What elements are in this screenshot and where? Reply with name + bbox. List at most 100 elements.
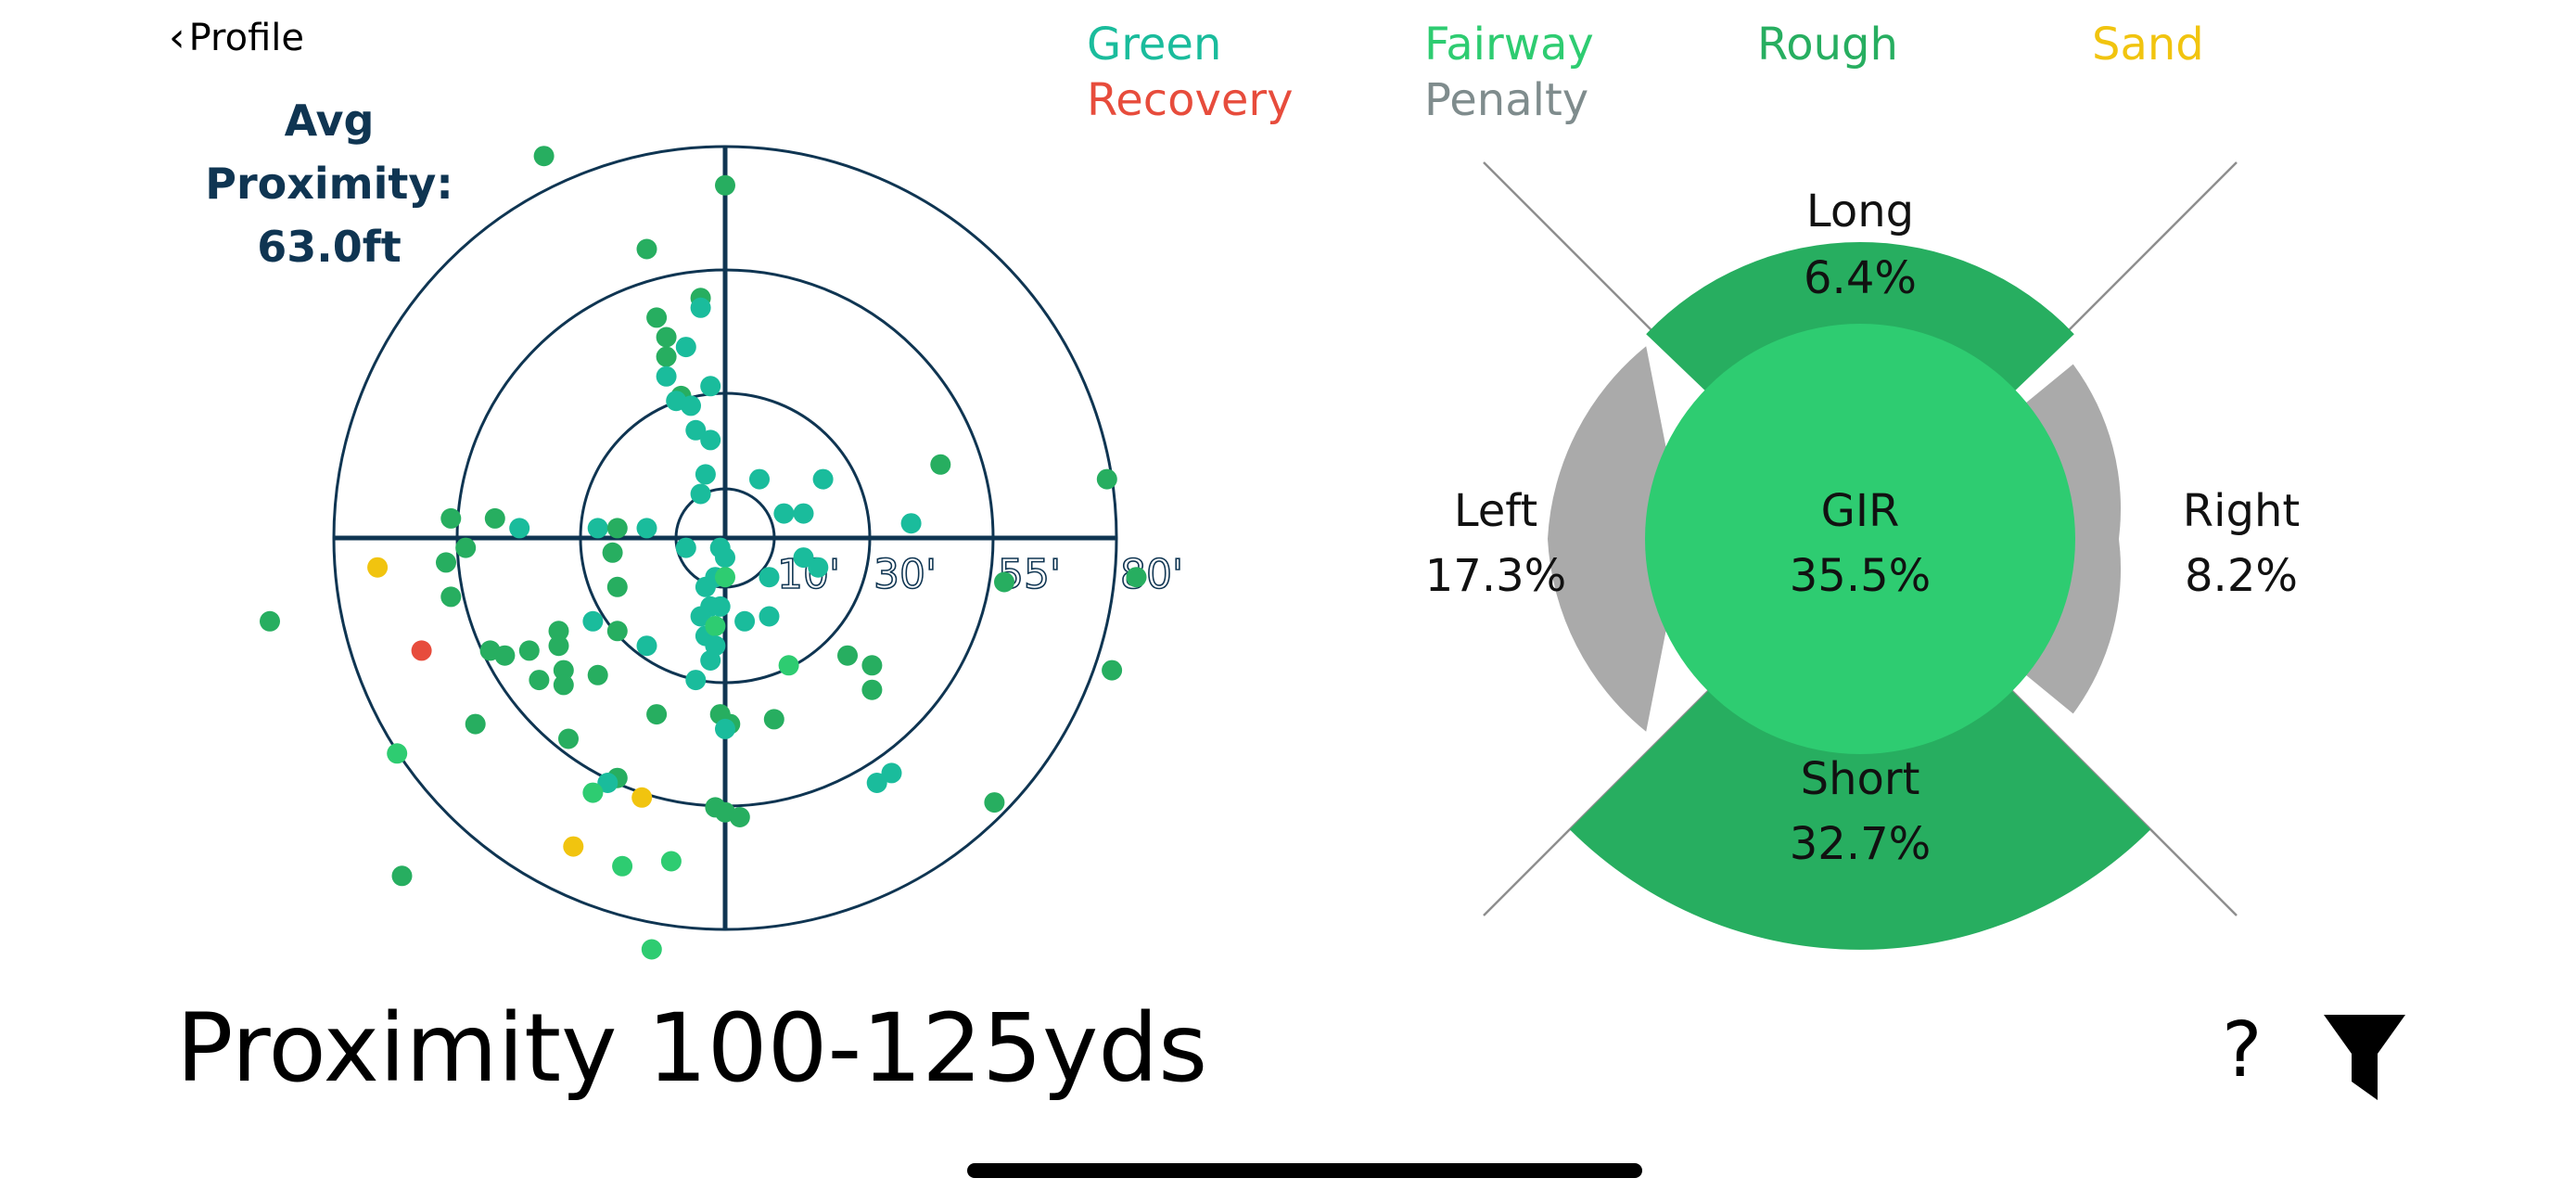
shot-dot	[656, 346, 677, 367]
long-label: Long	[1806, 186, 1914, 237]
shot-dot	[681, 395, 701, 416]
back-button[interactable]: ‹ Profile	[169, 17, 304, 59]
avg-proximity-label: Avg Proximity:	[205, 96, 453, 209]
shot-dot	[793, 503, 814, 524]
shot-dot	[656, 365, 677, 387]
gir-label: GIR	[1821, 485, 1900, 537]
shot-dot	[695, 464, 716, 485]
shot-dot	[763, 709, 784, 730]
shot-dot	[930, 454, 951, 475]
shot-dot	[715, 547, 735, 569]
shot-dot	[690, 606, 711, 627]
shot-dot	[675, 537, 696, 558]
shot-dot	[612, 855, 633, 877]
shot-dot	[660, 851, 682, 872]
shot-dot	[793, 547, 814, 569]
short-pct: 32.7%	[1790, 818, 1931, 870]
segment-left	[1548, 346, 1684, 539]
shot-dot	[563, 836, 584, 857]
shot-dot	[866, 773, 887, 793]
shot-dot	[260, 610, 280, 632]
shot-dot	[636, 518, 657, 539]
shot-dot	[587, 518, 608, 539]
legend-rough: Rough	[1757, 19, 1898, 70]
shot-dot	[606, 576, 628, 597]
legend-sand: Sand	[2092, 19, 2204, 70]
ring-label-30: 30'	[874, 551, 937, 598]
shot-dot	[587, 664, 608, 685]
legend-fairway: Fairway	[1424, 19, 1594, 70]
help-button[interactable]: ?	[2222, 1006, 2263, 1095]
shot-dot	[690, 297, 711, 318]
shot-dot	[729, 807, 750, 827]
shot-dot	[900, 513, 922, 534]
shot-dot	[994, 571, 1014, 593]
shot-dot	[494, 645, 516, 666]
shot-dot	[646, 307, 668, 328]
left-label: Left	[1454, 485, 1537, 537]
shot-dot	[1126, 567, 1147, 588]
shot-dot	[465, 713, 486, 735]
shot-dot	[685, 670, 707, 691]
shot-dot	[548, 635, 569, 657]
home-indicator[interactable]	[967, 1163, 1642, 1178]
right-label: Right	[2183, 485, 2300, 537]
shot-dot	[1096, 468, 1117, 490]
ring-label-80: 80'	[1120, 551, 1183, 598]
shot-dot	[582, 610, 604, 632]
shot-dot	[837, 645, 858, 666]
shot-dot	[597, 773, 618, 793]
shot-dot	[440, 507, 462, 529]
shot-dot	[700, 429, 721, 451]
shot-dot	[582, 782, 604, 803]
short-label: Short	[1801, 753, 1920, 805]
shot-dot	[387, 743, 408, 764]
shot-dot	[602, 542, 623, 563]
filter-button[interactable]	[2324, 1015, 2405, 1100]
shot-dot	[636, 238, 657, 260]
shot-dot	[553, 660, 574, 681]
shot-dot	[984, 792, 1005, 813]
segment-left-lower	[1548, 539, 1684, 732]
right-pct: 8.2%	[2185, 550, 2298, 602]
miss-direction-chart: Long 6.4% Left 17.3% GIR 35.5% Right 8.2…	[1425, 161, 2300, 950]
shot-dot	[690, 483, 711, 505]
legend-green: Green	[1087, 19, 1222, 70]
shot-dot	[548, 621, 569, 642]
shot-dot	[773, 503, 795, 524]
shot-dot	[675, 337, 696, 358]
avg-proximity-value: 63.0ft	[257, 222, 402, 272]
shot-dot	[715, 718, 735, 739]
shot-dots	[260, 146, 1147, 960]
page-title: Proximity 100-125yds	[176, 993, 1208, 1104]
long-pct: 6.4%	[1804, 252, 1917, 304]
shot-dot	[861, 655, 883, 676]
legend-penalty: Penalty	[1424, 74, 1589, 126]
shot-dot	[529, 670, 550, 691]
shot-dot	[656, 327, 677, 348]
shot-dot	[705, 635, 726, 657]
shot-dot	[641, 939, 662, 960]
shot-dot	[685, 419, 707, 441]
shot-dot	[484, 507, 505, 529]
shot-dot	[1102, 660, 1123, 681]
shot-dot	[636, 635, 657, 657]
shot-dot	[440, 586, 462, 608]
shot-dot	[606, 621, 628, 642]
shot-dot	[367, 557, 389, 578]
funnel-icon	[2324, 1015, 2405, 1100]
shot-dot	[715, 567, 735, 588]
ring-label-10: 10'	[777, 551, 840, 598]
left-pct: 17.3%	[1425, 550, 1566, 602]
shot-dot	[391, 865, 413, 887]
shot-dot	[436, 552, 456, 573]
segment-gir	[1645, 324, 2075, 754]
shot-dot	[606, 518, 628, 539]
shot-dot	[861, 679, 883, 700]
shot-dot	[749, 468, 770, 490]
avg-proximity: Avg Proximity: 63.0ft	[153, 89, 505, 278]
shot-dot	[518, 640, 540, 661]
shot-dot	[411, 640, 432, 661]
legend-recovery: Recovery	[1087, 74, 1294, 126]
shot-dot	[700, 376, 721, 397]
